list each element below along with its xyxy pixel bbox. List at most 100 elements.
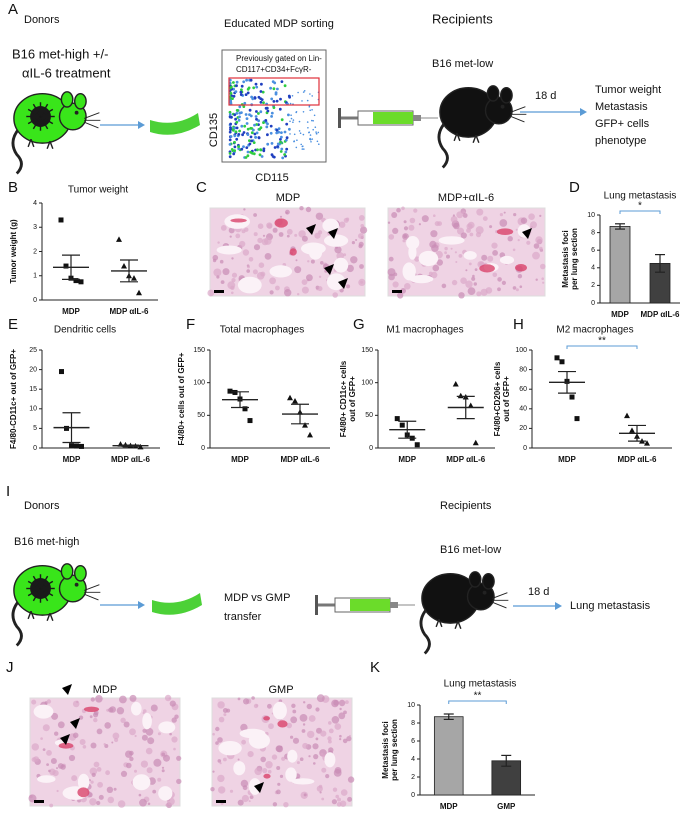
data-point xyxy=(64,425,69,431)
tissue-cell xyxy=(161,766,165,769)
flow-dot xyxy=(309,109,312,112)
y-tick-label: 6 xyxy=(591,247,595,254)
tumor-spike xyxy=(27,115,41,125)
tissue-cell xyxy=(267,703,272,709)
tissue-cell xyxy=(313,762,316,765)
tissue-cell xyxy=(334,246,342,254)
flow-dot xyxy=(235,137,239,141)
data-point xyxy=(227,388,233,394)
flow-dot xyxy=(302,91,305,93)
flow-dot xyxy=(296,139,298,141)
tissue-cell xyxy=(418,223,421,226)
tissue-cell xyxy=(358,244,363,249)
tissue-cell xyxy=(145,727,154,736)
data-point xyxy=(59,369,64,375)
tissue-cell xyxy=(388,256,394,262)
y-tick-label: 0 xyxy=(201,445,205,452)
label: B16 met-low xyxy=(432,58,493,70)
tissue-cell xyxy=(328,747,334,753)
arrowhead xyxy=(328,228,338,239)
label: MDP vs GMP xyxy=(224,592,290,604)
flow-dot xyxy=(248,139,251,143)
flow-dot xyxy=(257,95,261,99)
label: Lung metastasis xyxy=(570,600,651,612)
tissue-cell xyxy=(141,734,148,741)
whisker xyxy=(510,106,526,113)
flow-dot xyxy=(235,84,238,88)
flow-dot xyxy=(283,84,287,88)
bone xyxy=(150,113,200,135)
tissue-cell xyxy=(256,272,265,280)
flow-dot xyxy=(233,145,237,149)
tissue-cell xyxy=(126,762,132,769)
flow-dot xyxy=(251,151,254,155)
tissue-cell xyxy=(468,262,472,266)
tissue-cell xyxy=(471,276,476,281)
flow-dot xyxy=(243,124,247,128)
whisker xyxy=(492,592,508,599)
significance-bracket xyxy=(448,700,507,704)
tissue-cell xyxy=(129,750,134,756)
mouse-ear xyxy=(60,563,74,580)
tissue-cell xyxy=(48,769,51,773)
tissue-cell xyxy=(140,760,148,768)
tissue-cell xyxy=(467,287,476,295)
tissue-cell xyxy=(54,731,59,736)
tissue-cell xyxy=(217,759,222,763)
whisker xyxy=(84,584,100,591)
chart-title: Total macrophages xyxy=(220,325,305,336)
tissue-cell xyxy=(246,269,250,273)
x-tick-label: MDP xyxy=(558,455,576,464)
flow-dot xyxy=(230,148,234,151)
tissue-cell xyxy=(272,802,278,807)
tissue-cell xyxy=(129,756,134,762)
data-point xyxy=(63,263,69,269)
flow-dot xyxy=(309,93,311,95)
tissue-cell xyxy=(320,261,324,265)
tissue-cell xyxy=(269,290,274,295)
flow-dot xyxy=(275,128,279,132)
flow-dot xyxy=(300,143,303,146)
tissue-cell xyxy=(290,716,298,724)
tissue-cell xyxy=(430,230,438,238)
tissue-cell xyxy=(298,230,306,238)
tissue-cell xyxy=(497,277,502,282)
tissue-cell xyxy=(239,240,246,248)
tissue-cell xyxy=(31,757,37,762)
flow-dot xyxy=(259,126,263,130)
tissue-cell xyxy=(79,739,86,745)
tissue-cell xyxy=(71,775,78,782)
syringe-tip xyxy=(413,115,421,121)
tissue-cell xyxy=(492,272,498,278)
flow-dot xyxy=(313,114,316,117)
tissue-cell xyxy=(515,228,518,231)
flow-dot xyxy=(302,111,305,113)
tissue-cell xyxy=(458,292,465,299)
axis-label: CD115 xyxy=(255,172,288,184)
flow-dot xyxy=(315,133,318,135)
tissue-cell xyxy=(515,288,519,292)
tissue-cell xyxy=(139,798,147,807)
y-tick-label: 4 xyxy=(591,265,595,272)
y-axis-label: out of GFP+ xyxy=(502,376,511,422)
tissue-cell xyxy=(217,774,225,783)
flow-dot xyxy=(281,156,285,160)
x-tick-label: MDP xyxy=(611,310,629,319)
tissue-cell xyxy=(343,253,347,257)
flow-dot xyxy=(279,150,283,153)
tissue-cell xyxy=(343,217,349,223)
mouse-ear xyxy=(60,91,74,108)
tissue-cell xyxy=(302,723,306,726)
flow-dot xyxy=(273,146,277,149)
flow-dot xyxy=(315,131,317,133)
flow-dot xyxy=(233,113,237,117)
tissue-cell xyxy=(467,221,475,229)
alveolus xyxy=(324,752,336,768)
tissue-cell xyxy=(286,722,293,729)
flow-dot xyxy=(258,153,262,157)
tissue-cell xyxy=(286,234,290,238)
flow-dot xyxy=(280,131,283,135)
tissue-cell xyxy=(294,266,302,274)
data-point xyxy=(74,443,79,449)
